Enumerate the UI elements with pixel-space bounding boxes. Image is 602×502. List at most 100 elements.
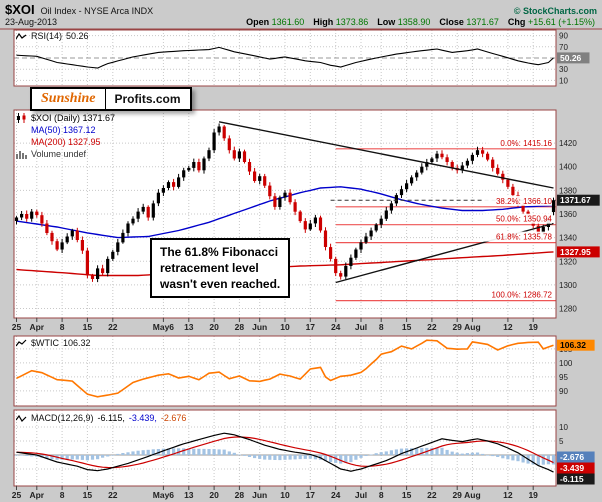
svg-text:12: 12 bbox=[503, 490, 513, 500]
svg-text:1420: 1420 bbox=[559, 139, 577, 148]
quote-chg: Chg +15.61 (+1.15%) bbox=[508, 17, 595, 27]
svg-text:19: 19 bbox=[528, 490, 538, 500]
svg-text:17: 17 bbox=[306, 490, 316, 500]
svg-text:28: 28 bbox=[235, 322, 245, 332]
quote-open: Open 1361.60 bbox=[246, 17, 304, 27]
header-quote-row: 23-Aug-2013 Open 1361.60 High 1373.86 Lo… bbox=[5, 17, 597, 27]
price-legend: $XOI (Daily) 1371.67 MA(50) 1367.12 MA(2… bbox=[16, 112, 115, 160]
annotation-line-2: retracement level bbox=[160, 261, 259, 275]
svg-text:-6.115: -6.115 bbox=[560, 474, 584, 484]
svg-text:May6: May6 bbox=[153, 490, 175, 500]
quote-high-value: 1373.86 bbox=[335, 17, 369, 27]
svg-text:1360: 1360 bbox=[559, 210, 577, 219]
macd-value-box-1: -2.676 bbox=[557, 451, 595, 463]
legend-ma50-label: MA(50) 1367.12 bbox=[31, 125, 96, 135]
quote-high-label: High bbox=[313, 17, 334, 27]
macd-icon bbox=[16, 414, 27, 422]
quote-low-value: 1358.90 bbox=[397, 17, 431, 27]
svg-text:1400: 1400 bbox=[559, 163, 577, 172]
wtic-value: 106.32 bbox=[63, 338, 91, 348]
svg-text:1340: 1340 bbox=[559, 234, 577, 243]
svg-text:22: 22 bbox=[427, 322, 437, 332]
svg-text:May6: May6 bbox=[153, 322, 175, 332]
svg-text:Jul: Jul bbox=[355, 490, 367, 500]
legend-xoi-label: $XOI (Daily) 1371.67 bbox=[31, 113, 116, 123]
svg-text:8: 8 bbox=[379, 490, 384, 500]
rsi-value-box: 50.26 bbox=[557, 52, 590, 64]
macd-label: MACD(12,26,9) bbox=[31, 413, 94, 423]
macd-value-box-3: -6.115 bbox=[557, 473, 595, 485]
ma200-value-box: 1327.95 bbox=[557, 246, 600, 258]
legend-volume-label: Volume undef bbox=[31, 149, 87, 159]
quote-low: Low 1358.90 bbox=[377, 17, 430, 27]
svg-text:1327.95: 1327.95 bbox=[560, 247, 591, 257]
svg-text:24: 24 bbox=[331, 490, 341, 500]
wtic-icon bbox=[16, 339, 27, 346]
svg-text:25: 25 bbox=[12, 322, 22, 332]
macd-value-box-2: -3.439 bbox=[557, 462, 595, 474]
svg-text:29: 29 bbox=[452, 322, 462, 332]
wtic-panel-bg bbox=[14, 336, 556, 406]
macd-value-1: -6.115, bbox=[97, 413, 125, 423]
wtic-legend: $WTIC 106.32 bbox=[16, 338, 91, 348]
svg-text:50.26: 50.26 bbox=[560, 53, 582, 63]
svg-text:100.0%: 1286.72: 100.0%: 1286.72 bbox=[492, 291, 553, 300]
macd-panel-bg bbox=[14, 410, 556, 486]
macd-legend: MACD(12,26,9) -6.115, -3.439, -2.676 bbox=[16, 413, 186, 423]
macd-line bbox=[16, 432, 554, 473]
svg-text:15: 15 bbox=[402, 322, 412, 332]
svg-text:10: 10 bbox=[559, 423, 568, 432]
legend-ma200: MA(200) 1327.95 bbox=[16, 136, 115, 148]
svg-text:8: 8 bbox=[60, 490, 65, 500]
legend-ma200-label: MA(200) 1327.95 bbox=[31, 137, 101, 147]
svg-text:90: 90 bbox=[559, 387, 568, 396]
macd-value-3: -2.676 bbox=[160, 413, 187, 423]
quote-open-value: 1361.60 bbox=[271, 17, 305, 27]
svg-text:13: 13 bbox=[184, 490, 194, 500]
svg-text:70: 70 bbox=[559, 43, 568, 52]
quote-open-label: Open bbox=[246, 17, 270, 27]
wtic-label: $WTIC bbox=[31, 338, 59, 348]
legend-ma50: MA(50) 1367.12 bbox=[16, 124, 115, 136]
rsi-icon bbox=[16, 32, 27, 39]
svg-text:25: 25 bbox=[12, 490, 22, 500]
quote-close-value: 1371.67 bbox=[466, 17, 499, 27]
candlestick-icon bbox=[17, 113, 26, 123]
svg-text:Apr: Apr bbox=[29, 322, 44, 332]
svg-text:10: 10 bbox=[559, 76, 568, 85]
macd-signal-line bbox=[16, 436, 554, 469]
svg-text:28: 28 bbox=[235, 490, 245, 500]
quote-close-label: Close bbox=[439, 17, 464, 27]
volume-icon bbox=[16, 150, 27, 159]
annotation-line-3: wasn't even reached. bbox=[160, 277, 281, 291]
annotation-box: The 61.8% Fibonacci retracement level wa… bbox=[150, 238, 291, 298]
rsi-legend: RSI(14) 50.26 bbox=[16, 31, 89, 41]
fibonacci-labels: 0.0%: 1415.16 38.2%: 1366.10 50.0%: 1350.9… bbox=[479, 137, 553, 300]
rsi-value: 50.26 bbox=[66, 31, 89, 41]
svg-text:10: 10 bbox=[280, 322, 290, 332]
svg-text:8: 8 bbox=[379, 322, 384, 332]
svg-text:22: 22 bbox=[427, 490, 437, 500]
svg-text:5: 5 bbox=[559, 437, 564, 446]
quote-values: Open 1361.60 High 1373.86 Low 1358.90 Cl… bbox=[246, 17, 595, 27]
gridlines bbox=[14, 35, 556, 470]
svg-text:Jun: Jun bbox=[252, 490, 267, 500]
chart-title: Oil Index - NYSE Arca INDX bbox=[40, 6, 154, 16]
svg-text:15: 15 bbox=[83, 490, 93, 500]
quote-chg-value: +15.61 (+1.15%) bbox=[527, 17, 595, 27]
last-price-box: 1371.67 bbox=[557, 194, 600, 206]
copyright: © StockCharts.com bbox=[513, 6, 597, 16]
legend-xoi: $XOI (Daily) 1371.67 bbox=[16, 112, 115, 124]
svg-text:12: 12 bbox=[503, 322, 513, 332]
watermark-sunshine: Sunshine bbox=[30, 87, 107, 111]
svg-text:8: 8 bbox=[60, 322, 65, 332]
svg-text:24: 24 bbox=[331, 322, 341, 332]
rsi-series bbox=[16, 46, 554, 69]
svg-text:-2.676: -2.676 bbox=[560, 452, 584, 462]
quote-high: High 1373.86 bbox=[313, 17, 368, 27]
svg-text:106.32: 106.32 bbox=[560, 340, 586, 350]
legend-volume: Volume undef bbox=[16, 148, 115, 160]
svg-text:30: 30 bbox=[559, 65, 568, 74]
